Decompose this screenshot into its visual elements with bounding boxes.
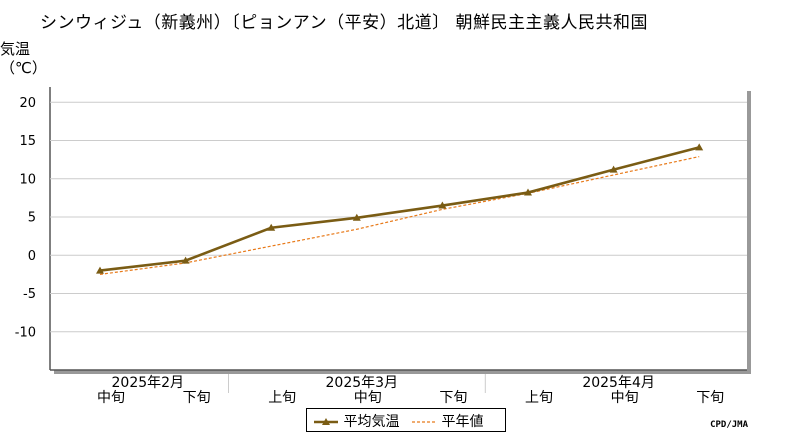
plot-shadow-bottom — [54, 370, 751, 374]
legend-normal-label: 平年値 — [441, 414, 484, 430]
plot-area — [50, 87, 747, 370]
x-tick-label: 上旬 — [268, 390, 296, 406]
series-normal-line — [99, 156, 700, 275]
x-month-label: 2025年4月 — [582, 375, 655, 391]
y-tick-label: 20 — [19, 96, 36, 111]
series-mean-point — [352, 213, 361, 221]
series-mean-point — [181, 256, 190, 264]
plot-shadow-right — [747, 91, 751, 374]
x-tick-label: 下旬 — [439, 390, 467, 406]
credit-label: CPD/JMA — [710, 420, 748, 430]
x-tick-label: 上旬 — [525, 390, 553, 406]
chart-title: シンウィジュ（新義州）〔ピョンアン（平安）北道〕 朝鮮民主主義人民共和国 — [40, 13, 649, 33]
series-mean-point — [524, 188, 532, 196]
y-tick-label: -10 — [15, 325, 36, 340]
series-mean-point — [96, 266, 104, 274]
legend-mean-label: 平均気温 — [343, 414, 400, 430]
y-tick-label: 10 — [19, 172, 36, 187]
legend-normal-swatch — [412, 421, 436, 423]
y-tick-label: -5 — [23, 287, 36, 302]
legend-item-normal: 平年値 — [411, 411, 483, 431]
legend-item-mean: 平均気温 — [313, 411, 399, 431]
unit-label-line2: （℃） — [0, 59, 47, 77]
series-mean-line — [99, 146, 700, 272]
legend-mean-swatch — [314, 418, 338, 425]
series-mean-point — [695, 143, 704, 151]
y-tick-label: 5 — [28, 211, 36, 226]
x-tick-label: 中旬 — [354, 390, 382, 406]
series-mean-point — [438, 201, 447, 209]
x-month-label: 2025年2月 — [112, 375, 185, 391]
y-tick-label: 0 — [28, 249, 36, 264]
y-axis-unit-label: 気温 （℃） — [0, 40, 47, 78]
x-tick-label: 下旬 — [696, 390, 724, 406]
y-tick-label: 15 — [19, 134, 36, 149]
x-tick-label: 中旬 — [611, 390, 639, 406]
unit-label-line1: 気温 — [0, 40, 31, 58]
series-mean-point — [267, 223, 276, 231]
x-month-label: 2025年3月 — [326, 375, 399, 391]
chart-legend: 平均気温 平年値 — [306, 408, 506, 432]
x-tick-label: 中旬 — [97, 390, 125, 406]
x-tick-label: 下旬 — [183, 390, 211, 406]
series-mean-point — [609, 165, 618, 173]
